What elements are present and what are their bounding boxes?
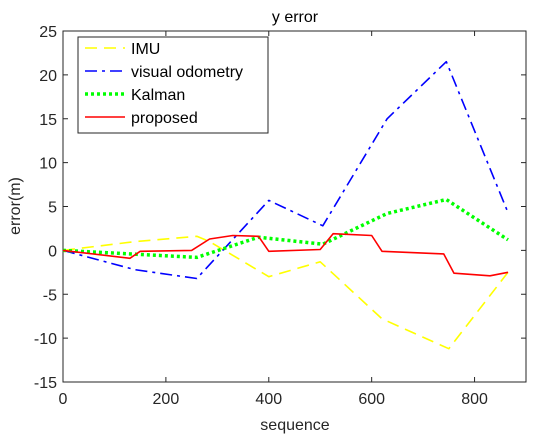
legend-label: IMU xyxy=(131,41,160,58)
legend-label: Kalman xyxy=(131,87,185,104)
x-tick-label: 0 xyxy=(59,391,68,408)
y-tick-label: 0 xyxy=(48,243,57,260)
y-tick-label: 15 xyxy=(39,112,57,129)
x-tick-label: 600 xyxy=(358,391,385,408)
y-axis-label: error(m) xyxy=(7,177,24,235)
legend: IMU visual odometry Kalman proposed xyxy=(77,36,269,134)
legend-box xyxy=(77,36,269,134)
y-tick-label: 10 xyxy=(39,156,57,173)
y-tick-label: 25 xyxy=(39,24,57,41)
x-tick-label: 200 xyxy=(153,391,180,408)
series-layer xyxy=(62,60,509,350)
x-tick-label: 400 xyxy=(255,391,282,408)
y-tick-label: -15 xyxy=(34,375,57,392)
x-tick-label: 800 xyxy=(461,391,488,408)
series-line-proposed xyxy=(62,232,509,277)
series-line-visual-odometry xyxy=(62,60,509,280)
y-tick-label: 20 xyxy=(39,68,57,85)
x-axis-label: sequence xyxy=(260,417,329,434)
chart-title: y error xyxy=(272,9,319,26)
y-tick-label: 5 xyxy=(48,200,57,217)
series-line-kalman xyxy=(62,197,509,260)
legend-label: visual odometry xyxy=(131,64,243,81)
y-tick-label: -10 xyxy=(34,331,57,348)
legend-label: proposed xyxy=(131,110,198,127)
series-line-imu xyxy=(62,235,509,350)
ticks-layer: 0 200 400 600 800 -15 -10 -5 0 5 10 15 20 25 xyxy=(34,24,526,408)
y-tick-label: -5 xyxy=(43,287,57,304)
